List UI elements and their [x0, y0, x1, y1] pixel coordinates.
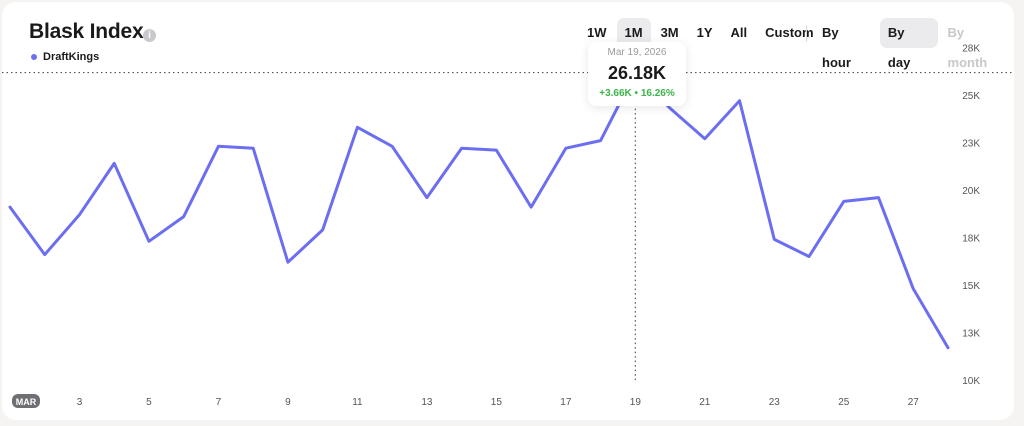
- tooltip: Mar 19, 2026 26.18K +3.66K • 16.26%: [588, 42, 686, 106]
- tooltip-change: +3.66K • 16.26%: [599, 88, 675, 99]
- x-tick-label: 7: [216, 397, 222, 408]
- y-tick-label: 15K: [962, 281, 980, 292]
- legend: DraftKings: [31, 51, 99, 63]
- line-chart[interactable]: MAR 3 5 7 9 11 13 15 17 19 21 23 25 27 10K 13K 15K 18K 20…: [2, 2, 1014, 420]
- info-icon[interactable]: i: [143, 29, 156, 42]
- x-tick-label: MAR: [16, 397, 37, 407]
- x-tick-label: 19: [630, 397, 642, 408]
- tooltip-date: Mar 19, 2026: [607, 47, 667, 58]
- x-tick-label: 17: [560, 397, 572, 408]
- y-tick-label: 25K: [962, 91, 980, 102]
- aggregation-button-month[interactable]: By month: [947, 25, 988, 70]
- y-tick-label: 13K: [962, 329, 980, 340]
- y-tick-label: 20K: [962, 186, 980, 197]
- range-button-custom[interactable]: Custom: [765, 25, 814, 40]
- tooltip-value: 26.18K: [607, 63, 667, 83]
- chart-card: Blask Index i DraftKings 1W 1M 3M 1Y All…: [2, 2, 1014, 420]
- x-tick-label: 5: [146, 397, 152, 408]
- y-tick-label: 23K: [962, 139, 980, 150]
- x-tick-label: 15: [491, 397, 503, 408]
- x-tick-label: 23: [769, 397, 781, 408]
- x-tick-label: 3: [77, 397, 83, 408]
- y-tick-label: 18K: [962, 234, 980, 245]
- aggregation-button-day[interactable]: By day: [879, 18, 938, 70]
- x-tick-label: 25: [838, 397, 850, 408]
- x-tick-label: 21: [699, 397, 711, 408]
- aggregation-selector: By hour By day By month: [814, 18, 1014, 70]
- range-button-3m[interactable]: 3M: [660, 25, 679, 40]
- range-button-1w[interactable]: 1W: [587, 25, 607, 40]
- range-button-all[interactable]: All: [730, 25, 748, 40]
- toolbar-divider: [806, 25, 807, 42]
- aggregation-button-hour[interactable]: By hour: [822, 25, 851, 70]
- x-tick-label: 9: [285, 397, 291, 408]
- x-tick-label: 13: [421, 397, 433, 408]
- y-tick-label: 10K: [962, 376, 980, 387]
- chart-title: Blask Index: [29, 20, 144, 43]
- legend-label: DraftKings: [43, 51, 100, 63]
- x-tick-label: 11: [352, 397, 363, 408]
- x-tick-label: 27: [908, 397, 920, 408]
- range-button-1y[interactable]: 1Y: [696, 25, 713, 40]
- y-tick-label: 28K: [962, 44, 980, 55]
- series-line-draftkings[interactable]: [8, 71, 950, 350]
- x-tick-month-badge: [12, 394, 40, 408]
- legend-dot-icon: [31, 54, 37, 60]
